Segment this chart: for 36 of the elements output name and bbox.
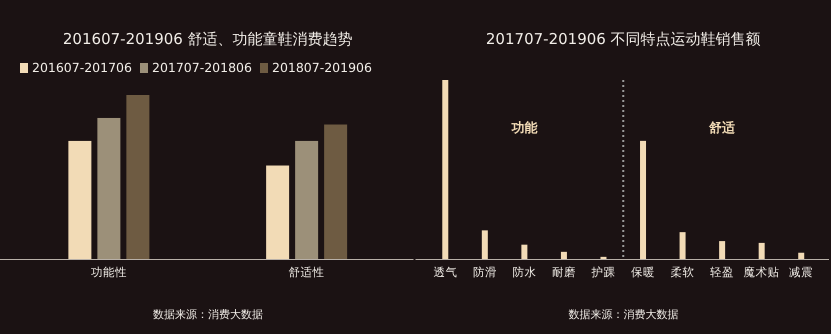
x-tick-label: 轻盈: [710, 265, 734, 279]
x-tick-label: 减震: [789, 265, 814, 279]
bar: [126, 95, 150, 259]
bar: [266, 166, 290, 259]
bar: [798, 252, 804, 259]
bar: [758, 242, 765, 259]
bar: [97, 118, 120, 259]
legend-label: 201807-201906: [272, 60, 372, 75]
x-tick-label: 舒适性: [288, 265, 325, 279]
legend-label: 201707-201806: [152, 60, 252, 75]
x-tick-label: 功能性: [90, 265, 127, 279]
x-tick-label: 透气: [433, 265, 458, 279]
bar: [640, 140, 646, 259]
x-tick-label: 防水: [512, 265, 536, 279]
bar: [482, 230, 488, 259]
x-tick-label: 防滑: [472, 265, 497, 279]
source-note: 数据来源：消费大数据: [568, 308, 678, 321]
x-tick-label: 魔术贴: [744, 265, 780, 279]
x-tick-label: 保暖: [631, 265, 656, 279]
x-tick-label: 耐磨: [552, 265, 576, 279]
source-note: 数据来源：消费大数据: [152, 308, 263, 321]
bar: [442, 80, 448, 259]
bar: [521, 244, 528, 259]
chart-title: 201607-201906 舒适、功能童鞋消费趋势: [62, 30, 353, 48]
bar: [68, 140, 92, 259]
bar: [560, 252, 567, 259]
bar: [295, 140, 318, 259]
annotation: 舒适: [708, 120, 736, 136]
x-tick-label: 柔软: [670, 265, 695, 279]
bar: [719, 241, 726, 259]
bar: [680, 232, 686, 259]
chart-title: 201707-201906 不同特点运动鞋销售额: [486, 30, 761, 48]
legend-label: 201607-201706: [32, 60, 132, 75]
bar: [324, 124, 348, 259]
x-tick-label: 护踝: [590, 265, 616, 279]
annotation: 功能: [510, 120, 538, 136]
